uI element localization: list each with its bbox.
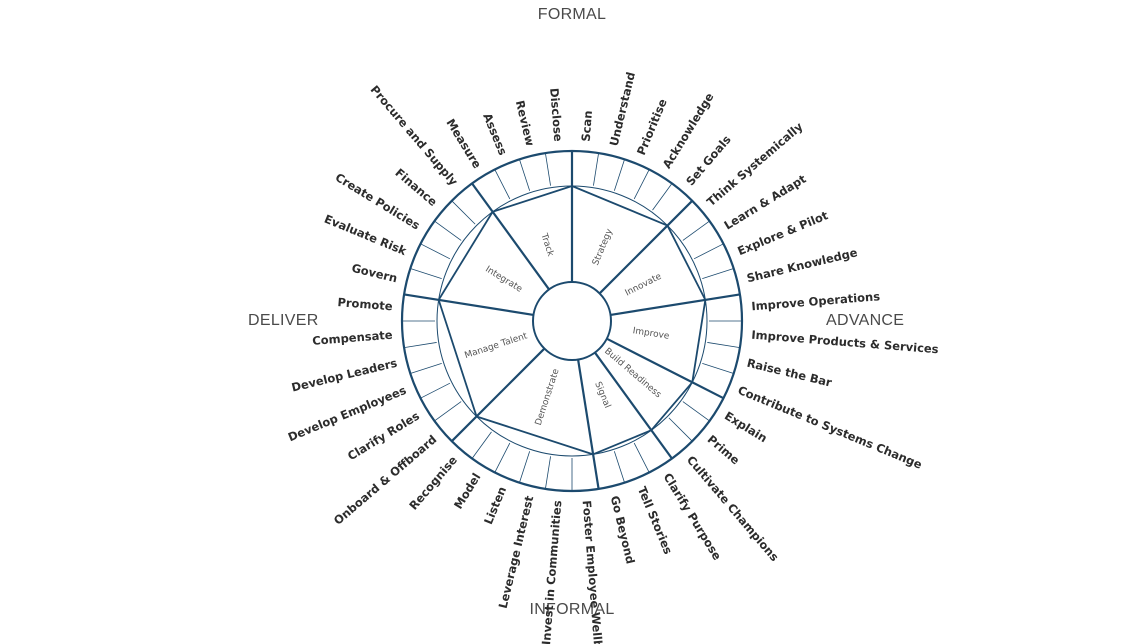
- practice-divider: [410, 268, 442, 280]
- practice-divider: [593, 153, 599, 186]
- practice-label: Improve Products & Services: [751, 328, 939, 357]
- practice-divider: [707, 342, 740, 348]
- capability-divider: [610, 293, 741, 316]
- practice-label: Disclose: [547, 87, 565, 142]
- practice-divider: [420, 382, 451, 399]
- practice-label: Raise the Bar: [746, 356, 834, 390]
- practice-label: Think Systemically: [704, 119, 806, 209]
- practice-divider: [519, 451, 531, 483]
- capability-chord: [476, 415, 594, 456]
- practice-divider: [702, 268, 734, 280]
- practice-divider: [420, 243, 451, 260]
- capability-divider: [577, 359, 600, 490]
- practice-label: Govern: [350, 261, 398, 285]
- practice-label: Listen: [481, 484, 509, 526]
- practice-divider: [451, 200, 476, 225]
- practice-label: Measure: [443, 116, 484, 171]
- capability-label: Innovate: [624, 272, 664, 299]
- practice-divider: [519, 159, 531, 191]
- practice-label: Develop Leaders: [290, 356, 399, 395]
- practice-divider: [702, 362, 734, 374]
- practice-label: Assess: [480, 111, 510, 157]
- practice-label: Share Knowledge: [745, 245, 859, 285]
- hub-ring: [532, 281, 612, 361]
- capability-divider: [451, 347, 546, 442]
- practice-label: Onboard & Offboard: [331, 432, 439, 528]
- practice-label: Cultivate Champions: [684, 453, 782, 564]
- practice-divider: [434, 401, 462, 422]
- practice-label: Promote: [337, 295, 393, 313]
- practice-divider: [613, 451, 625, 483]
- capability-label: Integrate: [483, 265, 524, 295]
- capability-chord: [437, 211, 494, 301]
- capability-divider: [594, 351, 673, 460]
- capability-chord: [492, 185, 573, 213]
- practice-divider: [545, 153, 551, 186]
- capability-chord: [666, 225, 707, 301]
- practice-divider: [494, 442, 511, 473]
- practice-label: Prioritise: [634, 97, 670, 158]
- capability-chord: [437, 299, 478, 417]
- capability-label: Signal: [592, 380, 612, 409]
- practice-label: Contribute to Systems Change: [736, 383, 925, 472]
- capability-label: Strategy: [591, 227, 615, 267]
- practice-label: Foster Employee Wellbeing: [580, 500, 608, 644]
- practice-divider: [633, 169, 650, 200]
- capability-divider: [606, 337, 724, 400]
- axis-label-informal: INFORMAL: [529, 601, 615, 618]
- practice-divider: [682, 401, 710, 422]
- practice-divider: [410, 362, 442, 374]
- practice-divider: [668, 417, 693, 442]
- practice-label: Scan: [579, 110, 595, 142]
- practice-label: Explain: [722, 409, 770, 446]
- axis-label-advance: ADVANCE: [826, 312, 905, 329]
- practice-label: Improve Operations: [751, 289, 881, 313]
- practice-label: Invest in Communities: [539, 500, 564, 644]
- practice-label: Review: [513, 99, 538, 148]
- practice-divider: [633, 442, 650, 473]
- capability-label: Improve: [632, 326, 671, 342]
- capability-chord: [592, 429, 652, 456]
- practice-label: Leverage Interest: [496, 494, 537, 610]
- practice-divider: [545, 456, 551, 489]
- practice-divider: [471, 431, 492, 459]
- practice-label: Compensate: [312, 328, 393, 348]
- capability-label: Demonstrate: [534, 367, 562, 427]
- practice-label: Go Beyond: [608, 494, 638, 565]
- practice-divider: [693, 243, 724, 260]
- practice-label: Finance: [392, 166, 440, 210]
- practice-label: Model: [451, 471, 483, 512]
- practice-divider: [682, 220, 710, 241]
- axis-label-formal: FORMAL: [537, 6, 607, 23]
- capability-chord: [691, 299, 707, 383]
- practice-label: Understand: [607, 71, 638, 148]
- practice-divider: [434, 220, 462, 241]
- practice-label: Prime: [705, 432, 743, 467]
- capability-chord: [650, 381, 693, 431]
- practice-label: Tell Stories: [635, 484, 676, 556]
- capability-chord: [571, 185, 668, 227]
- practice-divider: [652, 183, 673, 211]
- capability-divider: [471, 182, 550, 291]
- practice-divider: [613, 159, 625, 191]
- practice-label: Procure and Supply: [368, 83, 461, 189]
- practice-divider: [494, 169, 511, 200]
- capability-divider: [403, 293, 534, 316]
- capability-divider: [598, 200, 693, 295]
- capability-label: Track: [538, 231, 555, 258]
- capability-label: Manage Talent: [463, 331, 529, 361]
- axis-label-deliver: DELIVER: [248, 312, 319, 329]
- practice-divider: [404, 342, 437, 348]
